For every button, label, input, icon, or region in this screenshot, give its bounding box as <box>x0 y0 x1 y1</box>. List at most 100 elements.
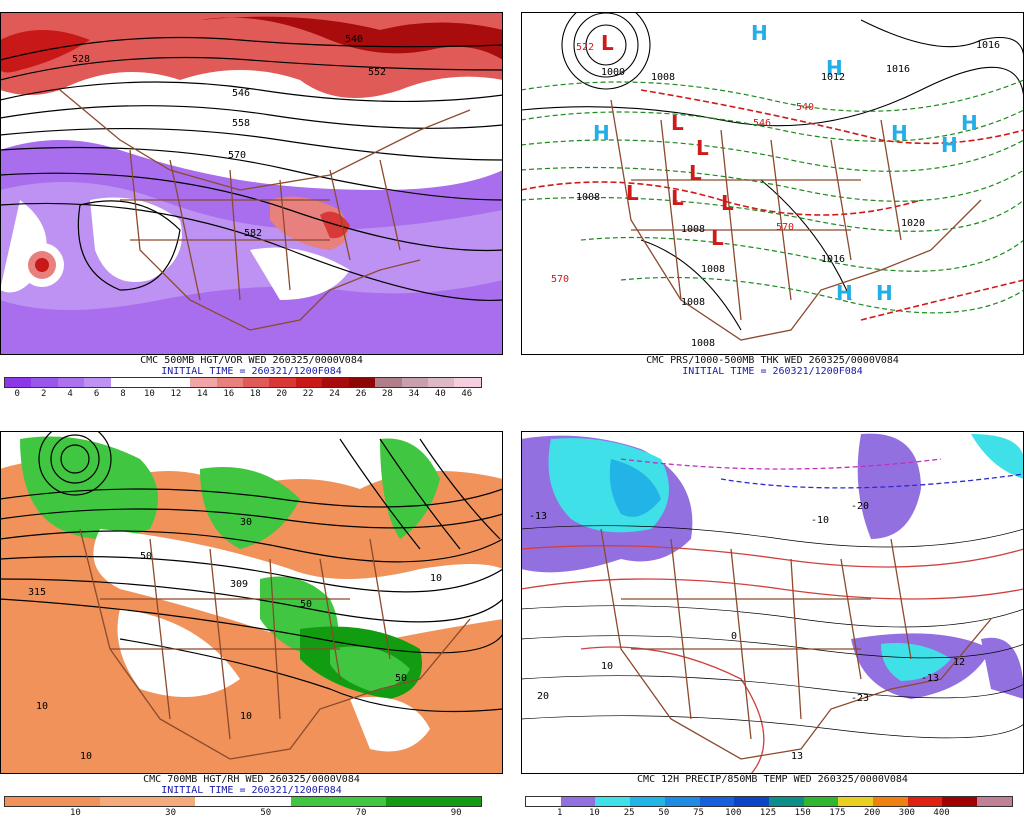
thickness-label: 570 <box>551 274 569 285</box>
contour-label: -20 <box>851 501 869 512</box>
scale-swatch <box>322 378 349 387</box>
scale-tick-label: 40 <box>434 389 446 399</box>
scale-tick-label: 2 <box>40 389 47 399</box>
scale-swatch <box>803 797 839 806</box>
contour-label: 10 <box>240 711 252 722</box>
high-pressure-marker: H <box>876 281 893 305</box>
contour-label: -13 <box>529 511 547 522</box>
scale-swatch <box>734 797 769 806</box>
panel-initial-time: INITIAL TIME = 260321/1200F084 <box>161 366 342 377</box>
scale-tick-label: 0 <box>14 389 20 399</box>
panel-700mb-hgt-rh: 309 315 50 10 30 50 10 10 10 50 CMC 700M… <box>0 419 503 819</box>
contour-label: 13 <box>791 751 803 762</box>
high-pressure-marker: H <box>891 121 908 145</box>
map-700mb: 309 315 50 10 30 50 10 10 10 50 <box>0 431 503 774</box>
scale-swatch <box>526 797 561 806</box>
scale-swatch <box>873 797 908 806</box>
scale-swatch <box>147 797 196 806</box>
scale-swatch <box>630 797 665 806</box>
scale-tick-label: 125 <box>759 808 777 818</box>
scale-swatch <box>838 797 874 806</box>
panel-caption: CMC 700MB HGT/RH WED 260325/0000V084 <box>143 774 360 785</box>
low-pressure-marker: L <box>696 136 709 160</box>
high-pressure-marker: H <box>941 133 958 157</box>
scale-swatch <box>595 797 631 806</box>
scale-tick-label: 14 <box>196 389 208 399</box>
scale-tick-label: 75 <box>693 808 704 818</box>
high-pressure-marker: H <box>593 121 610 145</box>
contour-label: 558 <box>232 118 250 129</box>
scale-tick-label: 25 <box>623 808 635 818</box>
contour-label: 10 <box>601 661 613 672</box>
scale-swatch <box>190 378 217 387</box>
scale-swatch <box>664 797 700 806</box>
scale-swatch <box>5 797 53 806</box>
color-scale-bar <box>525 796 1013 807</box>
scale-swatch <box>163 378 191 387</box>
pressure-label: 1008 <box>681 224 705 235</box>
scale-tick-label: 400 <box>933 808 950 818</box>
thickness-label: 546 <box>753 118 771 129</box>
pressure-label: 1000 <box>601 67 625 78</box>
pressure-label: 1020 <box>901 218 925 229</box>
scale-swatch <box>100 797 148 806</box>
color-scale-bar <box>4 796 482 807</box>
panel-precip-850mb-temp: -20 -10 0 10 20 -13 12 13 -23 -13 CMC 12… <box>521 419 1024 819</box>
scale-swatch <box>5 378 32 387</box>
scale-tick-label: 10 <box>69 808 81 818</box>
scale-swatch <box>401 378 428 387</box>
pressure-label: 1016 <box>886 64 910 75</box>
scale-tick-label: 8 <box>120 389 126 399</box>
low-pressure-marker: L <box>721 191 734 215</box>
scale-tick-label: 200 <box>864 808 881 818</box>
map-precip: -20 -10 0 10 20 -13 12 13 -23 -13 <box>521 431 1024 774</box>
low-pressure-marker: L <box>671 111 684 135</box>
contour-label: 10 <box>80 751 92 762</box>
scale-tick-label: 300 <box>898 808 915 818</box>
scale-tick-label: 100 <box>725 808 742 818</box>
scale-swatch <box>295 378 323 387</box>
pressure-label: 1008 <box>701 264 725 275</box>
scale-swatch <box>84 378 111 387</box>
scale-swatch <box>137 378 164 387</box>
scale-tick-label: 22 <box>302 389 314 399</box>
contour-label: 30 <box>240 517 252 528</box>
contour-label: 12 <box>953 657 965 668</box>
scale-swatch <box>375 378 402 387</box>
scale-tick-label: 34 <box>408 389 420 399</box>
scale-swatch <box>195 797 243 806</box>
contour-label: 10 <box>430 573 442 584</box>
contour-label: -13 <box>921 673 939 684</box>
map-500mb: 528 540 546 552 558 570 582 <box>0 12 503 355</box>
high-pressure-marker: H <box>836 281 853 305</box>
scale-swatch <box>560 797 596 806</box>
contour-label: 528 <box>72 54 90 65</box>
color-scale-ticks: 1 10 25 50 75 100 125 150 175 200 300 400 <box>525 808 1011 819</box>
scale-swatch <box>428 378 455 387</box>
pressure-label: 1008 <box>691 338 715 349</box>
scale-swatch <box>338 797 386 806</box>
scale-tick-label: 10 <box>589 808 600 818</box>
panel-caption: CMC 12H PRECIP/850MB TEMP WED 260325/000… <box>637 774 908 785</box>
pressure-label: 1008 <box>651 72 675 83</box>
low-pressure-marker: L <box>689 161 702 185</box>
high-pressure-marker: H <box>826 56 843 80</box>
scale-swatch <box>433 797 481 806</box>
scale-tick-label: 150 <box>794 808 811 818</box>
contour-label: 20 <box>537 691 549 702</box>
pressure-label: 1008 <box>681 297 705 308</box>
low-pressure-marker: L <box>626 181 639 205</box>
pressure-label: 1016 <box>821 254 845 265</box>
scale-swatch <box>242 797 291 806</box>
scale-tick-label: 26 <box>355 389 367 399</box>
scale-tick-label: 18 <box>249 389 261 399</box>
contour-label: 10 <box>36 701 48 712</box>
scale-swatch <box>385 797 434 806</box>
high-pressure-marker: H <box>961 111 978 135</box>
scale-tick-label: 90 <box>450 808 462 818</box>
contour-label: -23 <box>851 693 869 704</box>
contour-label: -10 <box>811 515 829 526</box>
contour-label: 309 <box>230 579 248 590</box>
scale-swatch <box>454 378 481 387</box>
